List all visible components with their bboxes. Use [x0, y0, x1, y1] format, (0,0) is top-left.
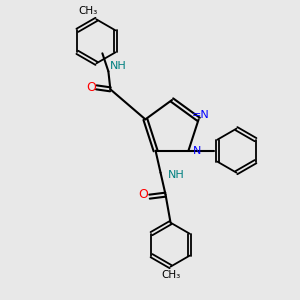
Text: NH: NH	[110, 61, 127, 71]
Text: NH: NH	[168, 170, 185, 180]
Text: =N: =N	[192, 110, 209, 120]
Text: CH₃: CH₃	[161, 270, 180, 280]
Text: O: O	[86, 81, 96, 94]
Text: CH₃: CH₃	[79, 6, 98, 16]
Text: O: O	[139, 188, 148, 201]
Text: N: N	[193, 146, 201, 156]
